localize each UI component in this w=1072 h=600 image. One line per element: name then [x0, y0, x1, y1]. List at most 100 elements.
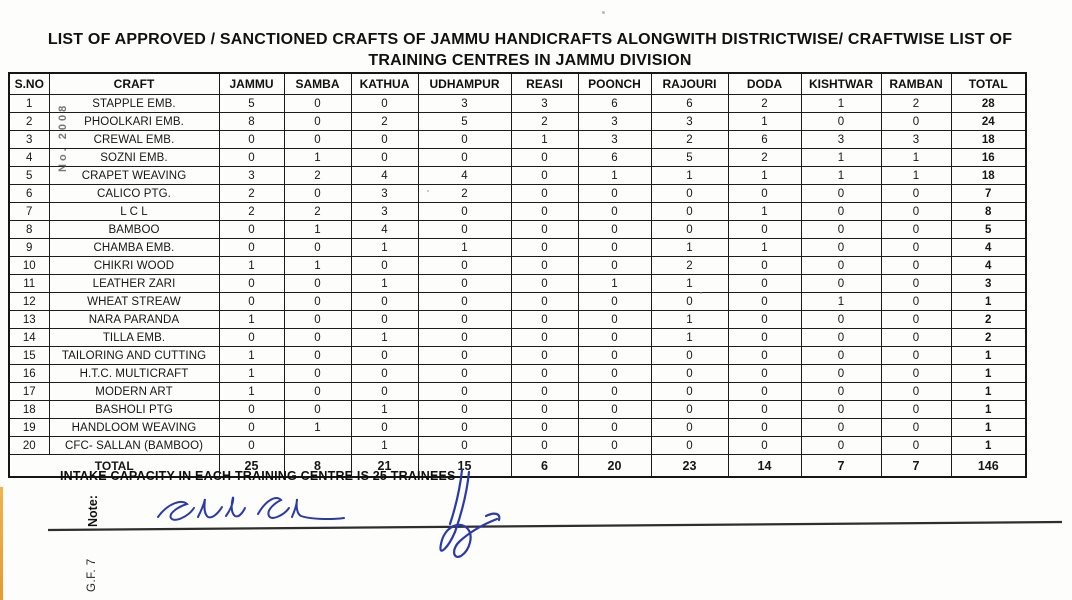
form-reference-vertical: G.F. 7 — [86, 558, 98, 592]
cell-value: 1 — [283, 220, 352, 239]
cell-value: 0 — [417, 418, 512, 437]
cell-value: 3 — [650, 112, 729, 131]
column-header: CRAFT — [48, 72, 220, 95]
cell-value: 0 — [577, 328, 652, 347]
cell-value: 0 — [218, 400, 285, 419]
total-value: 14 — [727, 454, 802, 478]
cell-value: 5 — [417, 112, 512, 131]
cell-value: 0 — [350, 148, 419, 167]
cell-value: 0 — [283, 310, 352, 329]
cell-value: 0 — [350, 382, 419, 401]
cell-value: 0 — [800, 238, 882, 257]
cell-value: 0 — [880, 220, 952, 239]
cell-value: 0 — [510, 148, 579, 167]
cell-value: 1 — [283, 148, 352, 167]
cell-value: 0 — [283, 94, 352, 113]
cell-value: 2 — [510, 112, 579, 131]
cell-value: 0 — [283, 328, 352, 347]
table-row: 2 PHOOLKARI EMB. 8 0 2 5 2 3 3 1 0 0 24 — [8, 112, 1027, 131]
signature-scribble — [439, 468, 501, 558]
cell-value: 0 — [880, 238, 952, 257]
table-row: 4 SOZNI EMB. 0 1 0 0 0 6 5 2 1 1 16 — [8, 148, 1027, 167]
table-row: 15 TAILORING AND CUTTING 1 0 0 0 0 0 0 0 0 0 1 — [8, 346, 1027, 365]
cell-value: 0 — [218, 238, 285, 257]
cell-value: 0 — [577, 346, 652, 365]
cell-value: 1 — [880, 166, 952, 185]
cell-value: 0 — [218, 328, 285, 347]
cell-value: 1 — [350, 400, 419, 419]
cell-value: 0 — [510, 310, 579, 329]
cell-sno: 1 — [8, 94, 50, 113]
cell-sno: 9 — [8, 238, 50, 257]
table-total-row: TOTAL 25 8 21 15 6 20 23 14 7 7 146 — [8, 454, 1027, 478]
cell-value: 0 — [218, 418, 285, 437]
note-label-vertical: Note: — [86, 495, 100, 527]
cell-value: 0 — [880, 382, 952, 401]
cell-value: 1 — [650, 310, 729, 329]
cell-value: 0 — [350, 418, 419, 437]
total-value: 21 — [350, 454, 419, 478]
cell-value: 5 — [950, 220, 1027, 239]
document-title-line2: TRAINING CENTRES IN JAMMU DIVISION — [368, 52, 692, 69]
cell-value: 0 — [577, 364, 652, 383]
cell-craft: CHIKRI WOOD — [48, 256, 220, 275]
cell-value: 0 — [800, 400, 882, 419]
cell-value: 0 — [417, 436, 512, 455]
table-row: 9 CHAMBA EMB. 0 0 1 1 0 0 1 1 0 0 4 — [8, 238, 1027, 257]
cell-value: 0 — [800, 112, 882, 131]
cell-value: 0 — [800, 310, 882, 329]
column-header: RAMBAN — [880, 72, 952, 95]
cell-value: 0 — [510, 220, 579, 239]
cell-value: 0 — [577, 220, 652, 239]
cell-value: 5 — [218, 94, 285, 113]
cell-value: 0 — [510, 436, 579, 455]
cell-value: 0 — [283, 130, 352, 149]
cell-value: 0 — [218, 148, 285, 167]
cell-value: 1 — [650, 166, 729, 185]
cell-sno: 2 — [8, 112, 50, 131]
scan-edge-strip — [0, 487, 3, 600]
cell-value: 0 — [350, 130, 419, 149]
cell-value: 0 — [417, 292, 512, 311]
cell-value: 0 — [577, 184, 652, 203]
cell-value: 0 — [350, 94, 419, 113]
table-row: 12 WHEAT STREAW 0 0 0 0 0 0 0 0 1 0 1 — [8, 292, 1027, 311]
cell-value: 0 — [880, 256, 952, 275]
cell-craft: BASHOLI PTG — [48, 400, 220, 419]
cell-value: 0 — [283, 292, 352, 311]
cell-craft: BAMBOO — [48, 220, 220, 239]
cell-value: 1 — [350, 328, 419, 347]
cell-value: 1 — [577, 166, 652, 185]
column-header: UDHAMPUR — [417, 72, 512, 95]
scan-speck — [602, 11, 605, 14]
cell-value: 1 — [218, 256, 285, 275]
column-header: REASI — [510, 72, 579, 95]
cell-value: 0 — [417, 400, 512, 419]
total-value: 146 — [950, 454, 1027, 478]
cell-value: 0 — [283, 274, 352, 293]
cell-value: 2 — [650, 130, 729, 149]
total-value: 23 — [650, 454, 729, 478]
cell-value: 1 — [800, 292, 882, 311]
cell-value: 1 — [577, 274, 652, 293]
cell-value: 2 — [350, 112, 419, 131]
cell-sno: 15 — [8, 346, 50, 365]
table-row: 6 CALICO PTG. 2 0 3 2 0 0 0 0 0 0 7 — [8, 184, 1027, 203]
column-header: S.NO — [8, 72, 50, 95]
scan-speck — [682, 60, 685, 63]
cell-value: 0 — [510, 364, 579, 383]
cell-value: 1 — [218, 346, 285, 365]
cell-value: 1 — [650, 238, 729, 257]
cell-value: 0 — [650, 364, 729, 383]
cell-value: 0 — [880, 112, 952, 131]
cell-sno: 20 — [8, 436, 50, 455]
crafts-districts-table: S.NO CRAFT JAMMU SAMBA KATHUA UDHAMPUR REASI PO… — [8, 72, 1027, 478]
cell-value: 1 — [950, 382, 1027, 401]
cell-sno: 3 — [8, 130, 50, 149]
cell-value: 2 — [417, 184, 512, 203]
cell-craft: CREWAL EMB. — [48, 130, 220, 149]
cell-value: 0 — [727, 400, 802, 419]
cell-value: 0 — [650, 400, 729, 419]
cell-sno: 17 — [8, 382, 50, 401]
cell-value: 0 — [880, 310, 952, 329]
